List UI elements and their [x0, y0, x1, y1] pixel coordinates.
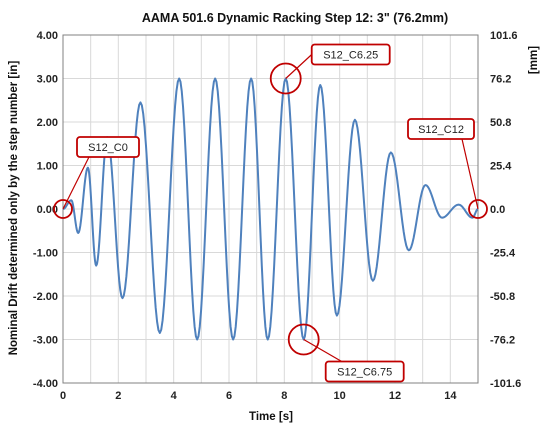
- callout-circle: [269, 62, 302, 95]
- y2-tick-label: -76.2: [490, 335, 515, 347]
- callout-label: S12_C6.25: [323, 50, 378, 62]
- callout-label: S12_C0: [88, 142, 128, 154]
- y2-tick-label: 50.8: [490, 117, 511, 129]
- y2-tick-label: -50.8: [490, 291, 515, 303]
- callout-label: S12_C6.75: [337, 367, 392, 379]
- y-tick-label: 0.00: [37, 204, 58, 216]
- y-tick-label: 2.00: [37, 117, 58, 129]
- x-tick-label: 12: [389, 390, 401, 402]
- y2-tick-label: 25.4: [490, 161, 512, 173]
- x-tick-label: 4: [171, 390, 178, 402]
- x-tick-label: 10: [334, 390, 346, 402]
- callout-box: [407, 118, 475, 140]
- y-tick-label: 1.00: [37, 161, 58, 173]
- callout-box: [324, 360, 405, 383]
- y2-tick-label: -25.4: [490, 248, 516, 260]
- y-tick-label: -4.00: [33, 378, 58, 390]
- y2-tick-label: 76.2: [490, 74, 511, 86]
- x-tick-label: 2: [115, 390, 121, 402]
- callout-connector: [461, 138, 479, 210]
- y-tick-label: -2.00: [33, 291, 58, 303]
- y-tick-label: -3.00: [33, 335, 58, 347]
- y-axis-label: Nominal Drift determined only by the ste…: [8, 61, 20, 356]
- x-tick-label: 0: [60, 390, 66, 402]
- callout-circle: [53, 199, 73, 219]
- y-tick-label: 4.00: [37, 30, 58, 42]
- x-axis-label: Time [s]: [249, 411, 293, 423]
- y2-axis-label: [mm]: [528, 46, 540, 74]
- x-tick-label: 8: [281, 390, 287, 402]
- ticks: 4.00 101.63.00 76.22.00 50.81.00 25.40.00 0.0…: [33, 30, 521, 402]
- callout-circle: [468, 199, 488, 219]
- chart-title: AAMA 501.6 Dynamic Racking Step 12: 3" (…: [142, 11, 448, 25]
- callout-box: [76, 136, 140, 158]
- callout-connector: [285, 54, 313, 79]
- y2-tick-label: 101.6: [490, 30, 518, 42]
- series: [62, 77, 479, 341]
- series-line: [62, 77, 479, 341]
- y2-tick-label: 0.0: [490, 204, 505, 216]
- x-tick-label: 6: [226, 390, 232, 402]
- callout-box: [310, 43, 391, 66]
- callout-connector: [303, 338, 343, 363]
- y2-tick-label: -101.6: [490, 378, 521, 390]
- callout-circle: [287, 323, 320, 356]
- callouts: S12_C0 S12_C6.25 S12_C6.75 S12_C12: [53, 43, 488, 383]
- y-tick-label: -1.00: [33, 248, 58, 260]
- y-tick-label: 3.00: [37, 74, 58, 86]
- x-tick-label: 14: [444, 390, 457, 402]
- callout-label: S12_C12: [418, 124, 464, 136]
